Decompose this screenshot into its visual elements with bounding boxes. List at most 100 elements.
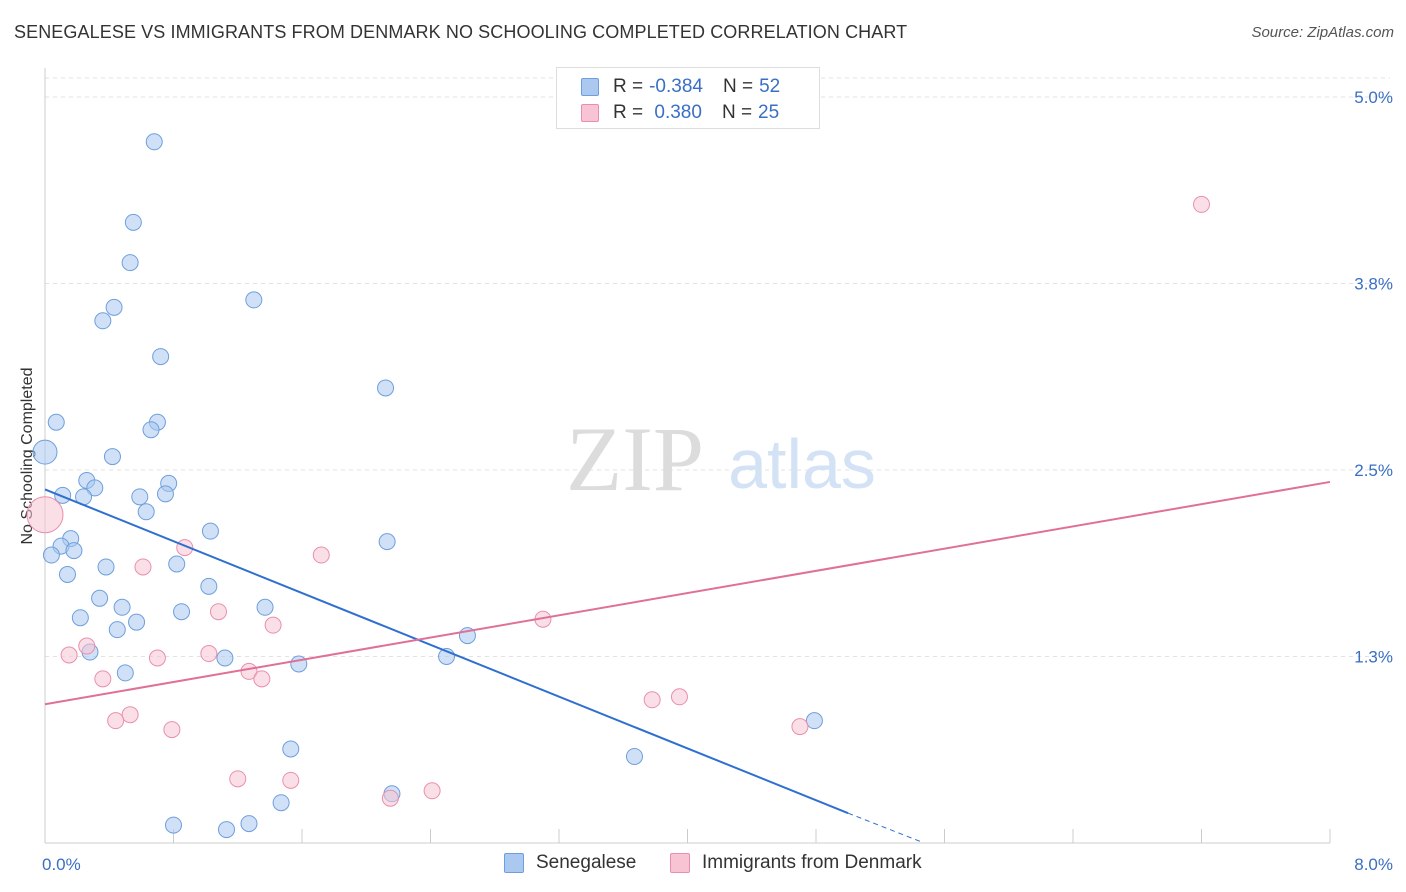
legend-n-value: 25	[758, 102, 780, 123]
series-label-senegalese: Senegalese	[536, 852, 637, 873]
senegalese-trend-line-extension	[847, 812, 921, 842]
senegalese-point	[58, 565, 76, 583]
watermark-atlas: atlas	[728, 425, 876, 503]
senegalese-point	[165, 816, 182, 834]
senegalese-point	[156, 485, 174, 503]
senegalese-point	[97, 558, 115, 576]
legend-n-label: N =	[722, 76, 754, 97]
senegalese-point	[218, 821, 236, 839]
senegalese-point	[116, 664, 134, 682]
legend-row-senegalese: R = -0.384 N = 52	[581, 75, 780, 99]
correlation-legend: R = -0.384 N = 52 R = 0.380 N = 25	[556, 67, 820, 129]
watermark: ZIP atlas	[566, 408, 876, 510]
denmark-point	[1193, 195, 1210, 213]
senegalese-point	[137, 503, 155, 521]
senegalese-point	[103, 448, 121, 466]
senegalese-point	[240, 815, 258, 833]
denmark-point	[264, 616, 282, 634]
series-swatch-senegalese	[504, 853, 524, 873]
y-tick-label: 1.3%	[1354, 648, 1393, 667]
legend-n-label: N =	[721, 102, 753, 123]
denmark-point	[163, 721, 181, 739]
legend-r-value: -0.384	[649, 76, 703, 97]
data-points	[26, 133, 1210, 839]
senegalese-point	[152, 348, 170, 366]
series-label-denmark: Immigrants from Denmark	[702, 852, 922, 873]
legend-row-denmark: R = 0.380 N = 25	[581, 101, 779, 125]
watermark-zip: ZIP	[566, 408, 704, 510]
denmark-point	[229, 770, 247, 788]
senegalese-point	[47, 413, 65, 431]
senegalese-point	[282, 740, 300, 758]
denmark-trend-line	[44, 480, 1331, 706]
source-label: Source: ZipAtlas.com	[1251, 24, 1394, 41]
legend-r-label: R =	[613, 76, 644, 97]
tick-labels: 1.3% 2.5% 3.8% 5.0% 0.0% 8.0%	[42, 88, 1393, 874]
senegalese-point	[91, 589, 109, 607]
series-legend: Senegalese Immigrants from Denmark	[0, 852, 1406, 876]
senegalese-point	[805, 712, 823, 730]
denmark-point	[94, 670, 112, 688]
senegalese-point	[32, 439, 58, 465]
senegalese-point	[108, 621, 126, 639]
senegalese-point	[173, 603, 191, 621]
senegalese-point	[142, 421, 160, 439]
senegalese-point	[256, 598, 274, 616]
denmark-point	[209, 603, 227, 621]
senegalese-point	[377, 379, 395, 397]
senegalese-point	[128, 613, 146, 631]
senegalese-point	[121, 254, 139, 272]
legend-r-value: 0.380	[649, 102, 702, 123]
senegalese-point	[86, 479, 104, 497]
denmark-point	[791, 718, 809, 736]
series-legend-senegalese: Senegalese	[504, 852, 636, 874]
denmark-point	[381, 789, 399, 807]
y-tick-label: 5.0%	[1354, 88, 1393, 107]
legend-swatch-senegalese	[581, 78, 599, 96]
senegalese-point	[105, 298, 123, 316]
senegalese-point	[201, 522, 219, 540]
denmark-point	[60, 646, 78, 664]
denmark-point	[253, 670, 271, 688]
senegalese-point	[272, 794, 290, 812]
series-legend-denmark: Immigrants from Denmark	[670, 852, 922, 874]
series-swatch-denmark	[670, 853, 690, 873]
chart-title: SENEGALESE VS IMMIGRANTS FROM DENMARK NO…	[14, 22, 908, 42]
senegalese-point	[42, 546, 60, 564]
senegalese-trend-line	[44, 488, 849, 815]
trend-lines	[44, 480, 1331, 842]
x-tick-label: 0.0%	[42, 855, 81, 874]
senegalese-point	[625, 747, 643, 765]
legend-r-label: R =	[613, 102, 644, 123]
senegalese-point	[54, 486, 72, 504]
senegalese-point	[145, 133, 163, 151]
denmark-point	[26, 496, 64, 534]
senegalese-point	[200, 577, 218, 595]
senegalese-point	[216, 649, 234, 667]
senegalese-point	[378, 533, 396, 551]
denmark-point	[643, 691, 661, 709]
denmark-point	[148, 649, 166, 667]
senegalese-point	[131, 488, 149, 506]
denmark-point	[423, 782, 441, 800]
denmark-point	[121, 706, 139, 724]
denmark-point	[107, 712, 125, 730]
denmark-point	[670, 688, 688, 706]
legend-swatch-denmark	[581, 104, 599, 122]
denmark-point	[282, 771, 300, 789]
senegalese-point	[113, 598, 131, 616]
denmark-point	[312, 546, 330, 564]
y-tick-label: 3.8%	[1354, 275, 1393, 294]
x-tick-label: 8.0%	[1354, 855, 1393, 874]
legend-n-value: 52	[759, 76, 781, 97]
denmark-point	[78, 637, 96, 655]
y-tick-label: 2.5%	[1354, 461, 1393, 480]
senegalese-point	[94, 312, 112, 330]
denmark-point	[200, 645, 218, 663]
senegalese-point	[168, 555, 186, 573]
senegalese-point	[245, 291, 263, 309]
senegalese-point	[71, 609, 89, 627]
denmark-point	[134, 558, 152, 576]
senegalese-point	[65, 542, 83, 560]
